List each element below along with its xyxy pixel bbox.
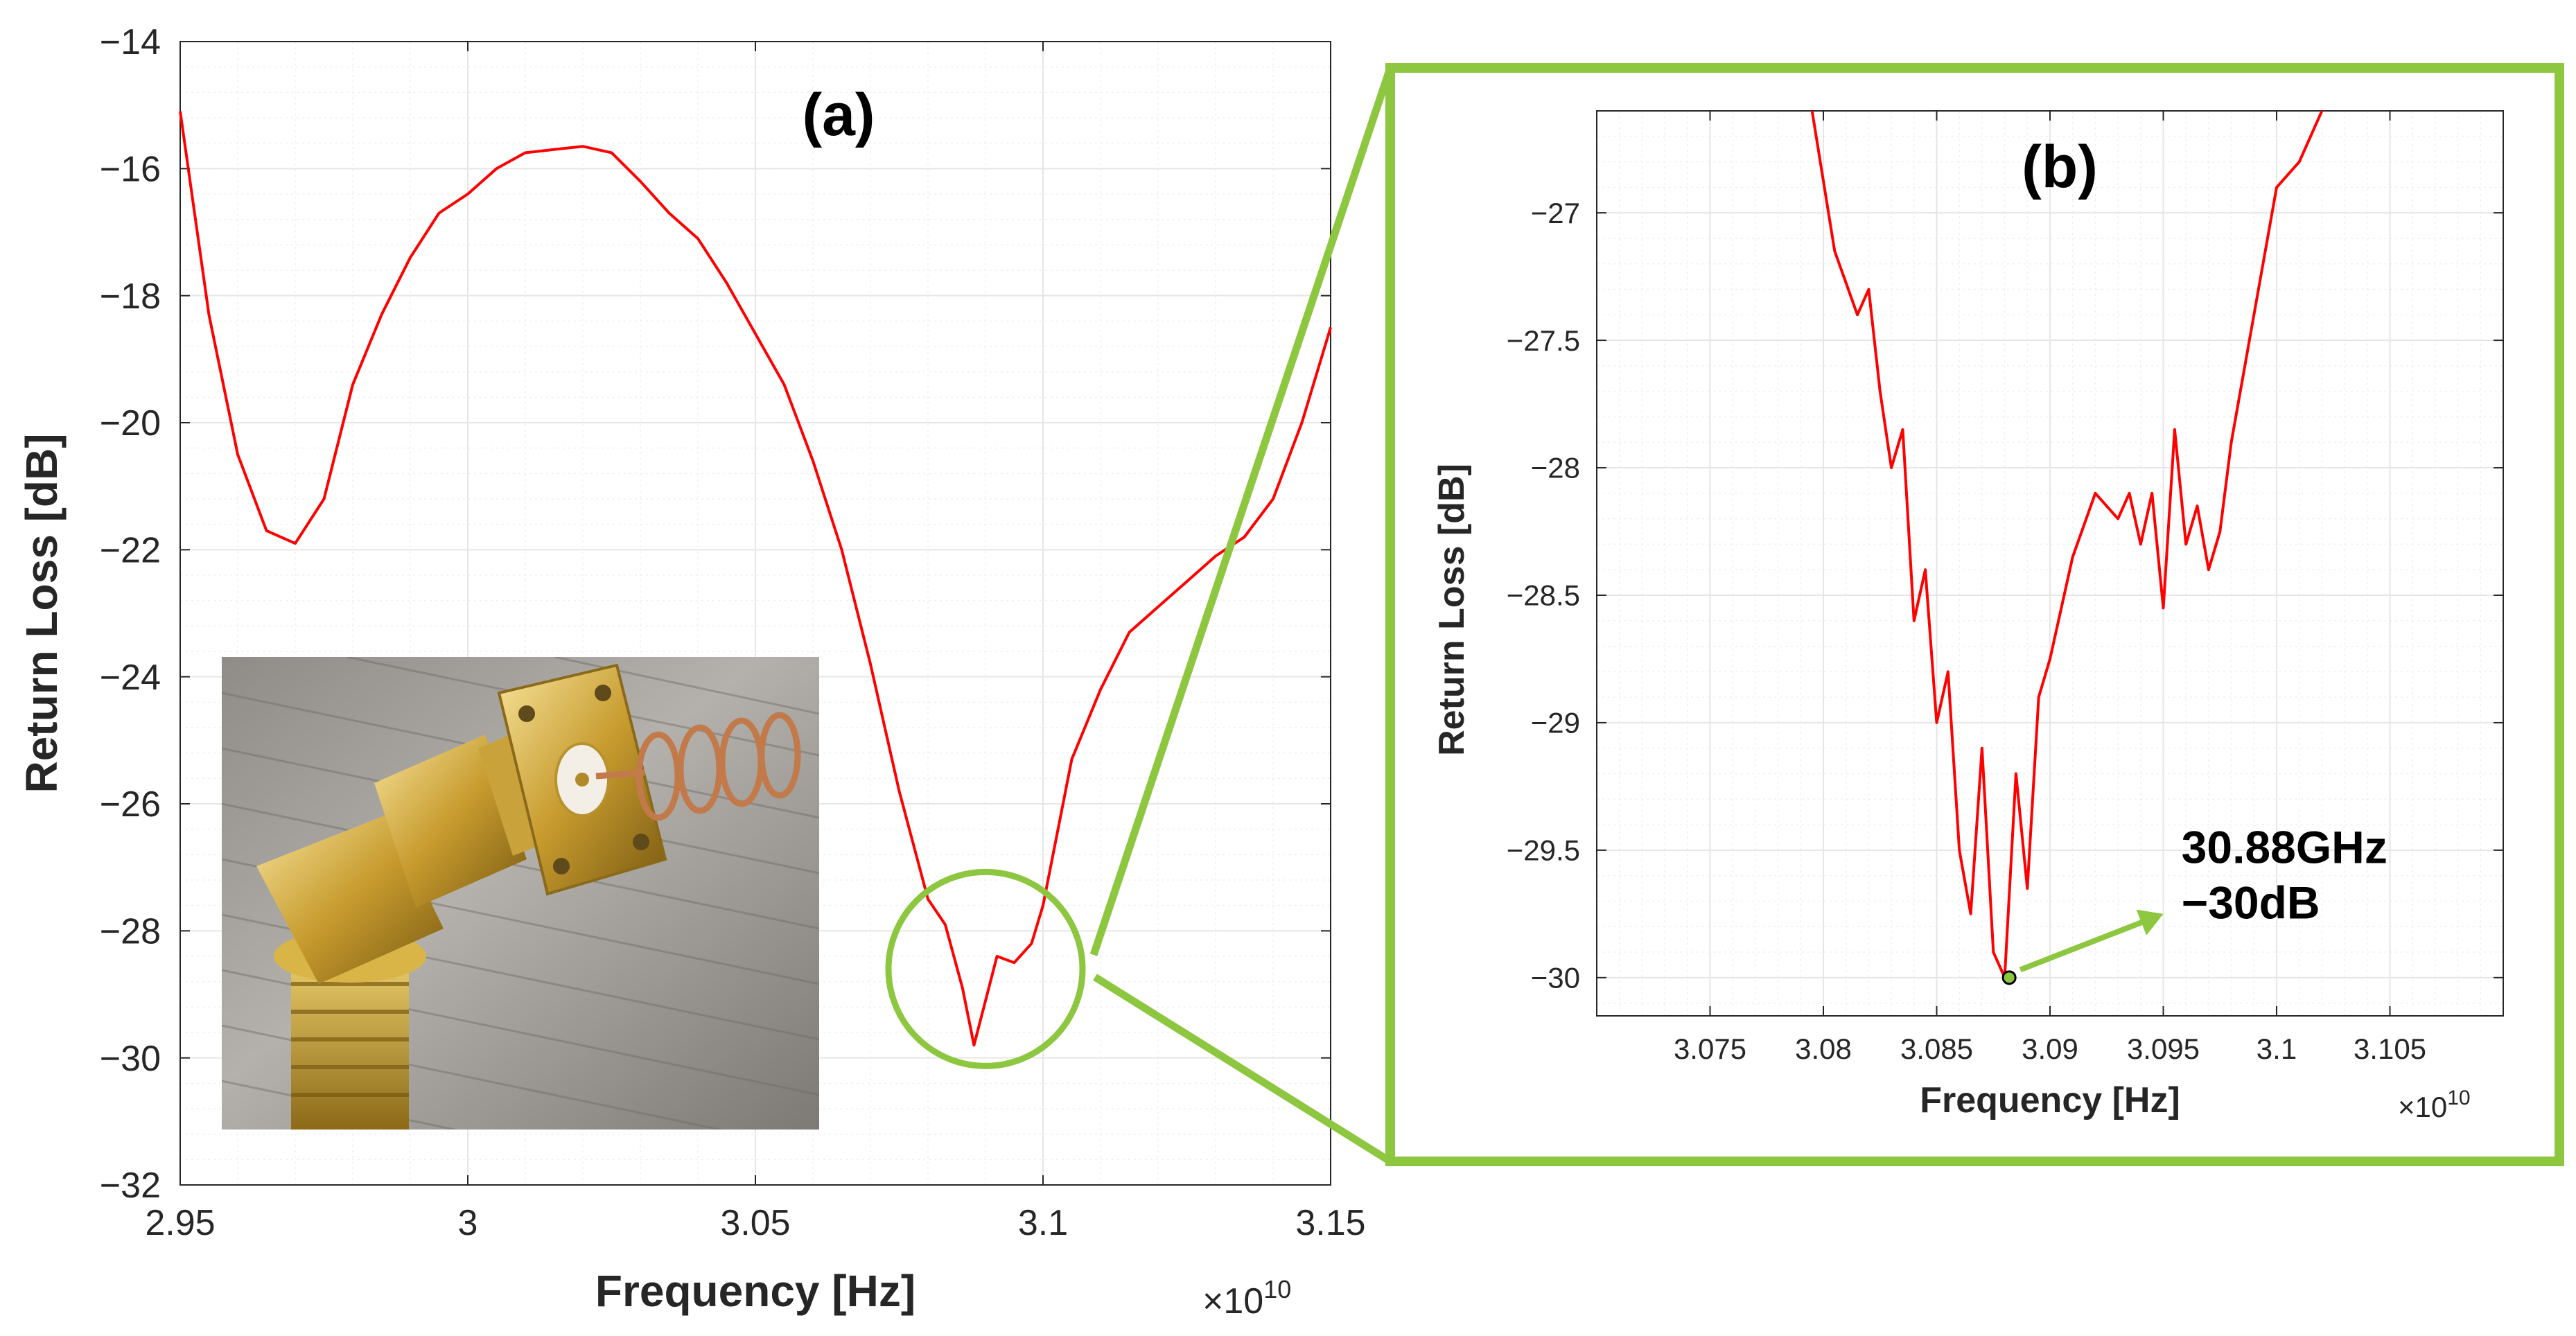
chart-a-y-tick-label: −18 bbox=[100, 276, 161, 317]
chart-b-x-multiplier-base: ×10 bbox=[2398, 1091, 2447, 1123]
chart-b-series-line bbox=[1810, 110, 2324, 979]
chart-b-y-axis-label: Return Loss [dB] bbox=[1432, 464, 1472, 756]
zoom-region-circle bbox=[885, 868, 1086, 1069]
chart-b-ticks bbox=[1597, 111, 2503, 1016]
chart-a-ticks bbox=[179, 41, 1331, 1186]
chart-b-x-tick-label: 3.1 bbox=[2257, 1032, 2297, 1065]
zoom-connector-lines bbox=[1089, 67, 1394, 1165]
chart-a-x-tick-labels: 2.95 3 3.05 3.1 3.15 bbox=[145, 1203, 1365, 1243]
chart-b-panel-label: (b) bbox=[2022, 134, 2098, 200]
chart-a-y-tick-label: −22 bbox=[100, 531, 161, 571]
chart-b-y-tick-label: −28.5 bbox=[1507, 579, 1580, 612]
chart-a-y-tick-label: −20 bbox=[100, 403, 161, 443]
chart-a-y-tick-label: −26 bbox=[100, 784, 161, 825]
chart-a-x-axis-label: Frequency [Hz] bbox=[595, 1266, 915, 1316]
annotation-frequency: 30.88GHz bbox=[2182, 821, 2387, 872]
chart-b-series bbox=[1810, 110, 2324, 979]
chart-a-x-tick-label: 3.15 bbox=[1295, 1203, 1365, 1243]
minimum-point-marker bbox=[2001, 970, 2017, 985]
chart-b-y-tick-label: −29.5 bbox=[1507, 834, 1580, 867]
chart-a-x-tick-label: 3 bbox=[458, 1203, 478, 1243]
chart-a-y-axis-label: Return Loss [dB] bbox=[17, 433, 67, 793]
chart-b-x-tick-label: 3.105 bbox=[2354, 1032, 2426, 1065]
annotation-arrow bbox=[2019, 920, 2143, 973]
chart-a-x-multiplier-base: ×10 bbox=[1202, 1281, 1263, 1321]
chart-a-x-multiplier: ×1010 bbox=[1202, 1275, 1291, 1321]
chart-a-y-tick-label: −16 bbox=[100, 150, 161, 190]
chart-b-x-axis-label: Frequency [Hz] bbox=[1920, 1080, 2180, 1120]
chart-b-y-tick-label: −30 bbox=[1531, 962, 1580, 994]
chart-a-y-tick-label: −14 bbox=[100, 22, 161, 62]
sma-connector-photo bbox=[222, 657, 819, 1130]
chart-a-x-tick-label: 3.1 bbox=[1018, 1203, 1068, 1243]
chart-b: 3.075 3.08 3.085 3.09 3.095 3.1 3.105 −30 −29.5… bbox=[1432, 110, 2504, 1123]
chart-b-y-tick-label: −27 bbox=[1531, 197, 1580, 229]
chart-b-x-tick-label: 3.09 bbox=[2022, 1032, 2078, 1065]
chart-a-y-tick-label: −24 bbox=[100, 658, 161, 698]
annotation-arrow-head bbox=[2136, 909, 2164, 935]
chart-b-x-tick-label: 3.08 bbox=[1795, 1032, 1852, 1065]
chart-b-x-multiplier: ×1010 bbox=[2398, 1087, 2471, 1123]
minimum-annotation: 30.88GHz −30dB bbox=[2182, 821, 2401, 928]
chart-b-x-multiplier-exponent: 10 bbox=[2447, 1087, 2470, 1109]
chart-b-grid bbox=[1597, 111, 2503, 1016]
chart-a-x-tick-label: 2.95 bbox=[145, 1203, 215, 1243]
chart-a-x-multiplier-exponent: 10 bbox=[1263, 1275, 1291, 1303]
chart-b-x-tick-labels: 3.075 3.08 3.085 3.09 3.095 3.1 3.105 bbox=[1674, 1032, 2426, 1065]
chart-a-series bbox=[179, 111, 1332, 1047]
annotation-value: −30dB bbox=[2182, 877, 2320, 928]
chart-a-y-tick-label: −30 bbox=[100, 1039, 161, 1079]
chart-a: 2.95 3 3.05 3.1 3.15 −32 −30 −28 −26 −24 −22 −20 −1… bbox=[17, 22, 1366, 1321]
chart-b-x-tick-label: 3.085 bbox=[1900, 1032, 1973, 1065]
chart-b-x-tick-label: 3.075 bbox=[1674, 1032, 1746, 1065]
chart-a-y-tick-label: −32 bbox=[100, 1166, 161, 1206]
chart-b-y-tick-label: −27.5 bbox=[1507, 324, 1580, 357]
chart-b-x-tick-label: 3.095 bbox=[2127, 1032, 2200, 1065]
chart-b-y-tick-labels: −30 −29.5 −29 −28.5 −28 −27.5 −27 bbox=[1507, 197, 1580, 994]
chart-b-y-tick-label: −28 bbox=[1531, 452, 1580, 484]
chart-a-panel-label: (a) bbox=[802, 82, 875, 148]
chart-a-series-line bbox=[179, 111, 1332, 1047]
chart-a-y-tick-label: −28 bbox=[100, 912, 161, 952]
chart-a-x-tick-label: 3.05 bbox=[720, 1203, 790, 1243]
zoom-box-frame bbox=[1385, 63, 2564, 1166]
chart-b-y-tick-label: −29 bbox=[1531, 707, 1580, 739]
chart-a-y-tick-labels: −32 −30 −28 −26 −24 −22 −20 −18 −16 −14 bbox=[100, 22, 161, 1206]
